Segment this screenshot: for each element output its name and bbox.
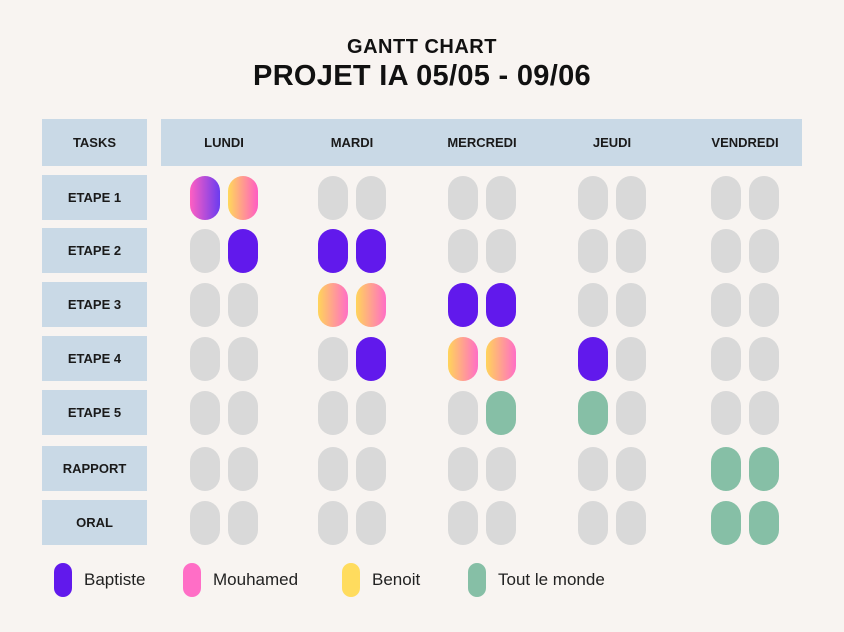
slot-rapport-vendredi-1 <box>711 446 741 491</box>
slot-oral-vendredi-1 <box>711 500 741 545</box>
slot-etape-5-mercredi-1 <box>448 390 478 435</box>
legend-label: Tout le monde <box>498 570 605 589</box>
task-label-etape-4: ETAPE 4 <box>42 336 147 381</box>
slot-rapport-lundi-2 <box>228 446 258 491</box>
slot-etape-2-mardi-1 <box>318 228 348 273</box>
slot-etape-4-mercredi-1 <box>448 336 478 381</box>
slot-etape-3-vendredi-2 <box>749 282 779 327</box>
slot-etape-2-jeudi-2 <box>616 228 646 273</box>
day-label-vendredi: VENDREDI <box>711 135 779 150</box>
slot-etape-5-lundi-2 <box>228 390 258 435</box>
slot-rapport-lundi-1 <box>190 446 220 491</box>
slot-oral-lundi-1 <box>190 500 220 545</box>
slot-etape-2-vendredi-1 <box>711 228 741 273</box>
slot-oral-lundi-2 <box>228 500 258 545</box>
slot-etape-3-mardi-1 <box>318 282 348 327</box>
slot-etape-5-jeudi-1 <box>578 390 608 435</box>
slot-etape-5-jeudi-2 <box>616 390 646 435</box>
legend-label: Baptiste <box>84 570 146 589</box>
slot-etape-2-mercredi-2 <box>486 228 516 273</box>
day-label-mercredi: MERCREDI <box>447 135 517 150</box>
slot-etape-2-lundi-1 <box>190 228 220 273</box>
chart-title: GANTT CHART <box>347 36 497 58</box>
day-label-lundi: LUNDI <box>204 135 244 150</box>
task-label-etape-5: ETAPE 5 <box>42 390 147 435</box>
slot-etape-3-jeudi-2 <box>616 282 646 327</box>
slot-etape-4-lundi-1 <box>190 336 220 381</box>
slot-etape-1-vendredi-1 <box>711 175 741 220</box>
slot-etape-3-lundi-2 <box>228 282 258 327</box>
slot-etape-5-mardi-1 <box>318 390 348 435</box>
legend-swatch <box>342 563 360 597</box>
tasks-header: TASKS <box>42 119 147 166</box>
task-label-etape-2: ETAPE 2 <box>42 228 147 273</box>
slot-oral-mercredi-2 <box>486 500 516 545</box>
slot-oral-mercredi-1 <box>448 500 478 545</box>
slot-etape-5-vendredi-2 <box>749 390 779 435</box>
slot-etape-3-mercredi-1 <box>448 282 478 327</box>
slot-rapport-mardi-2 <box>356 446 386 491</box>
days-header: LUNDI MARDI MERCREDI JEUDI VENDREDI <box>161 119 802 166</box>
legend-swatch <box>183 563 201 597</box>
slot-rapport-mercredi-1 <box>448 446 478 491</box>
slot-etape-3-vendredi-1 <box>711 282 741 327</box>
slot-etape-1-jeudi-2 <box>616 175 646 220</box>
slot-rapport-jeudi-2 <box>616 446 646 491</box>
slot-etape-1-mercredi-2 <box>486 175 516 220</box>
task-label-etape-1: ETAPE 1 <box>42 175 147 220</box>
slot-rapport-jeudi-1 <box>578 446 608 491</box>
task-label-oral: ORAL <box>42 500 147 545</box>
slot-oral-vendredi-2 <box>749 500 779 545</box>
slot-rapport-mardi-1 <box>318 446 348 491</box>
slot-etape-5-vendredi-1 <box>711 390 741 435</box>
task-label-etape-3: ETAPE 3 <box>42 282 147 327</box>
slot-etape-4-mardi-2 <box>356 336 386 381</box>
slot-etape-3-lundi-1 <box>190 282 220 327</box>
slot-oral-jeudi-2 <box>616 500 646 545</box>
day-label-jeudi: JEUDI <box>592 135 632 150</box>
chart-subtitle: PROJET IA 05/05 - 09/06 <box>253 60 591 92</box>
slot-oral-mardi-1 <box>318 500 348 545</box>
slot-etape-1-mercredi-1 <box>448 175 478 220</box>
slot-etape-2-mercredi-1 <box>448 228 478 273</box>
slot-etape-4-vendredi-1 <box>711 336 741 381</box>
slot-etape-1-jeudi-1 <box>578 175 608 220</box>
slot-etape-3-mercredi-2 <box>486 282 516 327</box>
slot-etape-2-mardi-2 <box>356 228 386 273</box>
slot-oral-mardi-2 <box>356 500 386 545</box>
slot-etape-1-lundi-1 <box>190 175 220 220</box>
slot-etape-4-vendredi-2 <box>749 336 779 381</box>
slot-etape-5-lundi-1 <box>190 390 220 435</box>
legend-label: Benoit <box>372 570 421 589</box>
slot-etape-4-jeudi-2 <box>616 336 646 381</box>
task-label-rapport: RAPPORT <box>42 446 147 491</box>
slot-etape-1-vendredi-2 <box>749 175 779 220</box>
slot-rapport-vendredi-2 <box>749 446 779 491</box>
slot-etape-2-vendredi-2 <box>749 228 779 273</box>
slot-etape-4-lundi-2 <box>228 336 258 381</box>
slot-rapport-mercredi-2 <box>486 446 516 491</box>
slot-etape-1-lundi-2 <box>228 175 258 220</box>
slot-etape-2-lundi-2 <box>228 228 258 273</box>
day-label-mardi: MARDI <box>330 135 374 150</box>
legend-label: Mouhamed <box>213 570 299 589</box>
slot-etape-3-mardi-2 <box>356 282 386 327</box>
slot-oral-jeudi-1 <box>578 500 608 545</box>
slot-etape-4-mercredi-2 <box>486 336 516 381</box>
slot-etape-1-mardi-1 <box>318 175 348 220</box>
legend-swatch <box>54 563 72 597</box>
slot-etape-1-mardi-2 <box>356 175 386 220</box>
slot-etape-2-jeudi-1 <box>578 228 608 273</box>
legend-swatch <box>468 563 486 597</box>
slot-etape-4-mardi-1 <box>318 336 348 381</box>
slot-etape-5-mercredi-2 <box>486 390 516 435</box>
slot-etape-3-jeudi-1 <box>578 282 608 327</box>
slot-etape-4-jeudi-1 <box>578 336 608 381</box>
slot-etape-5-mardi-2 <box>356 390 386 435</box>
